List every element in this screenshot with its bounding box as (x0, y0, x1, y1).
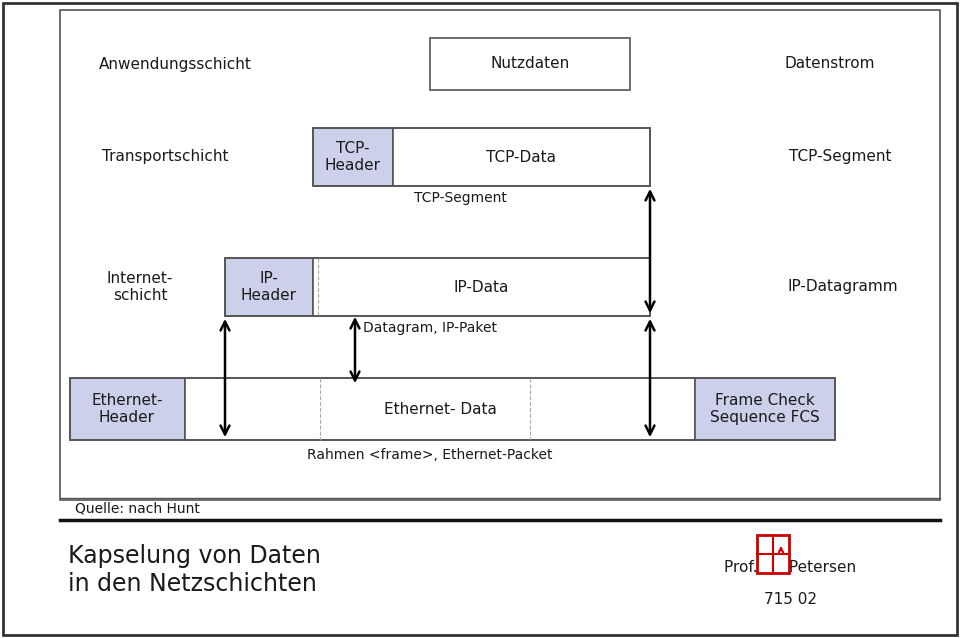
Text: TCP-
Header: TCP- Header (325, 141, 381, 173)
Text: TCP-Segment: TCP-Segment (414, 191, 507, 205)
Bar (60, 10, 940, 500)
Text: Quelle: nach Hunt: Quelle: nach Hunt (75, 502, 200, 516)
Bar (225, 258, 313, 316)
Text: TCP-Segment: TCP-Segment (789, 149, 891, 165)
Text: Prof. Dr. Petersen: Prof. Dr. Petersen (724, 560, 856, 574)
Bar (313, 128, 650, 186)
Bar (313, 258, 650, 316)
Bar (757, 535, 789, 573)
Bar (70, 378, 835, 440)
Text: Ethernet- Data: Ethernet- Data (384, 401, 496, 417)
Bar (225, 258, 650, 316)
Bar (185, 378, 695, 440)
Text: Nutzdaten: Nutzdaten (491, 57, 569, 71)
Text: IP-
Header: IP- Header (241, 271, 297, 303)
Bar (313, 128, 393, 186)
Text: TCP-Data: TCP-Data (486, 149, 556, 165)
Text: Rahmen <frame>, Ethernet-Packet: Rahmen <frame>, Ethernet-Packet (307, 448, 553, 462)
Bar (70, 378, 185, 440)
Text: Kapselung von Daten
in den Netzschichten: Kapselung von Daten in den Netzschichten (68, 544, 321, 596)
Text: IP-Datagramm: IP-Datagramm (788, 279, 899, 295)
Text: IP-Data: IP-Data (453, 279, 509, 295)
Text: Datenstrom: Datenstrom (784, 57, 876, 71)
Bar (430, 38, 630, 90)
Bar (695, 378, 835, 440)
Text: Internet-
schicht: Internet- schicht (107, 271, 173, 303)
Text: Ethernet-
Header: Ethernet- Header (91, 393, 163, 425)
Text: Transportschicht: Transportschicht (102, 149, 228, 165)
Text: Datagram, IP-Paket: Datagram, IP-Paket (363, 321, 497, 335)
Text: Anwendungsschicht: Anwendungsschicht (99, 57, 252, 71)
Bar (393, 128, 650, 186)
Text: Frame Check
Sequence FCS: Frame Check Sequence FCS (710, 393, 820, 425)
Text: 715 02: 715 02 (763, 593, 817, 607)
